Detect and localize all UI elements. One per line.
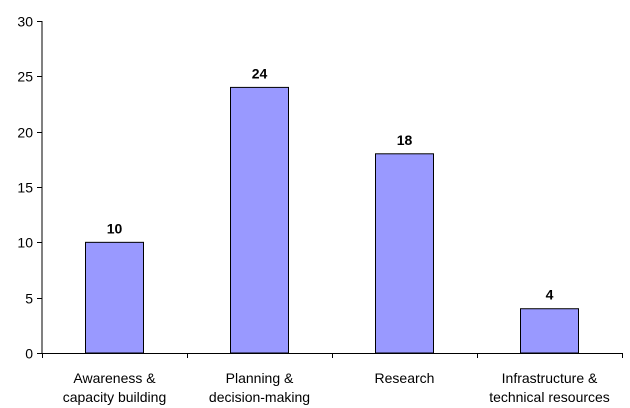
bar: [520, 308, 579, 354]
y-tick-label: 0: [25, 346, 33, 362]
bar: [85, 241, 144, 354]
bar: [375, 153, 434, 354]
category-label: Research: [375, 370, 435, 386]
category-label: Planning &: [226, 370, 294, 386]
category-label: technical resources: [489, 389, 610, 405]
x-axis: [42, 353, 623, 358]
bar: [230, 86, 289, 354]
category-labels: Awareness & capacity building Planning & de…: [63, 370, 610, 405]
bars: [85, 86, 579, 354]
data-label: 4: [546, 287, 554, 303]
data-labels: 10 24 18 4: [107, 65, 554, 302]
category-label: Awareness &: [73, 370, 156, 386]
category-label: Infrastructure &: [502, 370, 598, 386]
category-label: capacity building: [63, 389, 167, 405]
y-tick-label: 30: [17, 14, 33, 30]
y-tick-label: 10: [17, 235, 33, 251]
data-label: 24: [252, 65, 268, 81]
data-label: 10: [107, 220, 123, 236]
y-tick-label: 25: [17, 69, 33, 85]
data-label: 18: [397, 132, 413, 148]
y-tick-label: 5: [25, 291, 33, 307]
y-tick-label: 20: [17, 125, 33, 141]
y-axis: 0 5 10 15 20 25 30: [17, 14, 43, 362]
category-label: decision-making: [209, 389, 310, 405]
y-tick-label: 15: [17, 180, 33, 196]
